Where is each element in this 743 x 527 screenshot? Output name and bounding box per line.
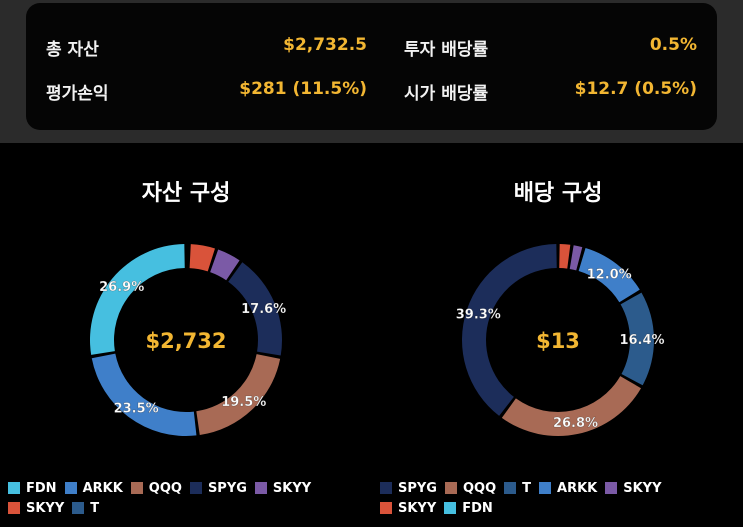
slice-label-qqq: 26.8% [553,416,598,431]
legend-swatch [130,482,143,494]
legend-item-fdn: FDN [8,481,57,496]
asset-legend: FDN ARKK QQQ SPYG SKYY SKYY T [8,478,319,518]
invest-yield-label: 투자 배당률 [404,40,489,60]
summary-card: 총 자산 $2,732.5 투자 배당률 0.5% 평가손익 $281 (11.… [26,3,717,130]
legend-label: SKYY [26,500,65,516]
slice-skyy-2 [210,249,240,281]
legend-item-skyy: SKYY [380,501,436,516]
legend-item-arkk: ARKK [64,480,123,496]
slice-spyg-3 [228,262,282,356]
slice-label-t: 16.4% [619,333,664,348]
slice-arkk-2 [578,248,640,303]
slice-t-3 [620,292,654,386]
legend-item-spyg: SPYG [189,480,247,496]
slice-qqq-4 [501,376,642,437]
slice-label-arkk: 23.5% [114,402,159,417]
legend-item-spyg: SPYG [380,481,437,496]
center-total-label: $2,732 [145,329,226,353]
legend-label: QQQ [462,480,497,496]
legend-swatch [444,482,457,494]
legend-item-skyy: SKYY [254,480,312,496]
legend-row: SPYG QQQ T ARKK SKYY [380,478,670,498]
asset-donut-chart: 17.6% 19.5% 23.5% 26.9% $2,732 [90,244,287,436]
slice-spyg-5 [462,244,557,416]
legend-swatch [605,482,618,494]
legend-swatch [64,482,77,494]
slice-label-spyg: 39.3% [456,307,501,322]
center-total-label: $13 [536,329,580,353]
legend-item-fdn: FDN [444,501,493,516]
legend-swatch [444,502,457,514]
legend-row: FDN ARKK QQQ SPYG SKYY [8,478,319,498]
dividend-chart-title: 배당 구성 [513,181,603,206]
legend-item-skyy: SKYY [605,480,662,496]
legend-label: SPYG [398,480,437,496]
legend-swatch [189,482,202,494]
legend-swatch [539,482,552,494]
legend-label: ARKK [557,480,598,496]
slice-fdn-6 [90,244,185,355]
market-yield-value: $12.7 (0.5%) [574,79,697,99]
legend-row: SKYY FDN [380,498,670,518]
legend-label: ARKK [82,480,123,496]
pnl-label: 평가손익 [46,84,109,104]
legend-swatch [380,502,392,514]
slice-label-arkk: 12.0% [587,267,632,282]
slice-qqq-4 [196,354,281,436]
legend-swatch [72,502,85,514]
slice-label-spyg: 17.6% [241,302,286,317]
legend-label: FDN [26,480,57,496]
invest-yield-value: 0.5% [649,35,697,55]
legend-item-arkk: ARKK [539,481,597,496]
dividend-legend: SPYG QQQ T ARKK SKYY SKYY FDN [380,478,670,518]
legend-swatch [8,482,20,494]
legend-label: SPYG [207,480,247,496]
legend-label: SKYY [272,480,312,496]
legend-label: SKYY [623,480,662,496]
legend-swatch [380,482,392,494]
slice-skyy-1 [189,244,215,272]
legend-item-qqq: QQQ [130,480,182,496]
slice-label-fdn: 26.9% [99,280,144,295]
pnl-value: $281 (11.5%) [239,79,367,99]
slice-skyy-1 [569,245,583,271]
legend-swatch [8,502,20,514]
legend-swatch [504,482,517,494]
legend-label: SKYY [398,500,437,516]
slice-arkk-5 [91,353,197,436]
legend-label: T [522,480,532,496]
market-yield-label: 시가 배당률 [404,84,489,104]
dividend-donut-chart: 12.0% 16.4% 26.8% 39.3% $13 [455,244,665,437]
legend-item-skyy: SKYY [8,501,64,516]
total-assets-value: $2,732.5 [283,35,367,55]
slice-skyy-0 [559,244,571,269]
legend-label: FDN [462,500,493,516]
legend-label: T [90,500,100,516]
legend-label: QQQ [148,480,182,496]
slice-label-qqq: 19.5% [221,395,266,410]
legend-item-t: T [504,481,531,496]
total-assets-label: 총 자산 [46,40,99,60]
asset-chart-title: 자산 구성 [141,181,231,206]
legend-item-qqq: QQQ [444,480,497,496]
legend-swatch [254,482,267,494]
legend-item-t: T [72,501,99,516]
legend-row: SKYY T [8,498,319,518]
